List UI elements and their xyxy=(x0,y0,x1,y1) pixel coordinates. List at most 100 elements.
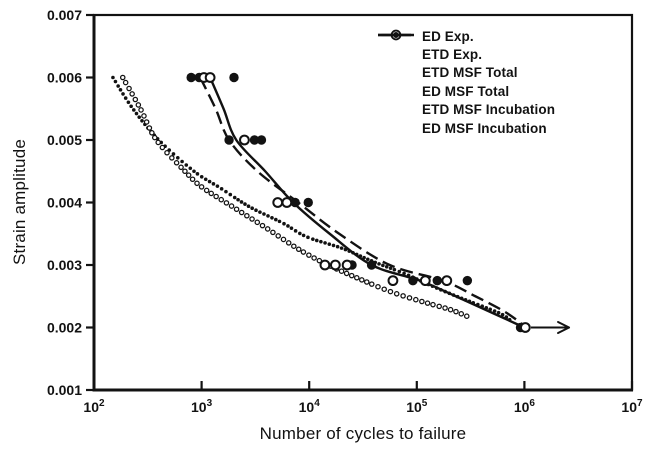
point-ed-exp xyxy=(229,72,239,83)
point-etd-exp xyxy=(239,134,250,146)
x-tick-label: 102 xyxy=(83,398,105,415)
curve-dot-ed-msf-incubation xyxy=(339,246,344,250)
curve-dot-etd-msf-incubation xyxy=(173,160,180,166)
curve-dot-ed-msf-incubation xyxy=(496,310,501,315)
curve-dot-ed-msf-incubation xyxy=(270,215,274,220)
curve-dot-etd-msf-incubation xyxy=(228,203,235,209)
curve-dot-etd-msf-incubation xyxy=(381,286,387,292)
legend-label: ED MSF Incubation xyxy=(422,120,547,136)
curve-dot-etd-msf-incubation xyxy=(203,187,210,194)
curve-dot-ed-msf-incubation xyxy=(402,271,406,276)
runout-arrow-head xyxy=(557,321,571,334)
curve-dot-etd-msf-incubation xyxy=(424,300,431,306)
curve-dot-ed-msf-incubation xyxy=(199,174,204,179)
legend-item-etd-msf-total: ETD MSF Total xyxy=(376,33,555,82)
curve-dot-etd-msf-incubation xyxy=(249,216,255,222)
point-etd-exp xyxy=(419,275,431,287)
point-ed-exp xyxy=(462,275,473,286)
curve-dot-ed-msf-incubation xyxy=(323,241,327,245)
curve-dot-ed-msf-incubation xyxy=(392,267,397,272)
curve-dot-etd-msf-incubation xyxy=(436,303,442,310)
curve-dot-ed-msf-incubation xyxy=(250,206,254,211)
curve-dot-etd-msf-incubation xyxy=(189,176,196,183)
curve-dot-etd-msf-incubation xyxy=(244,212,250,219)
curve-dot-etd-msf-incubation xyxy=(264,226,271,232)
curve-dot-etd-msf-incubation xyxy=(300,249,307,255)
curve-dot-ed-msf-incubation xyxy=(180,159,184,164)
curve-dot-etd-msf-incubation xyxy=(169,155,175,161)
curve-dot-etd-msf-incubation xyxy=(182,168,188,175)
legend-label: ETD MSF Incubation xyxy=(422,102,556,118)
curve-dot-etd-msf-incubation xyxy=(185,172,192,178)
curve-dot-ed-msf-incubation xyxy=(314,238,319,243)
curve-dot-etd-msf-incubation xyxy=(129,91,135,97)
curve-dot-ed-msf-incubation xyxy=(192,169,196,174)
x-axis-title: Number of cycles to failure xyxy=(259,424,467,443)
curve-dot-etd-msf-incubation xyxy=(442,305,448,311)
x-tick-label: 107 xyxy=(621,398,643,415)
curve-dot-etd-msf-incubation xyxy=(291,243,297,249)
curve-dot-etd-msf-incubation xyxy=(254,219,261,226)
curve-dot-ed-msf-incubation xyxy=(140,118,144,123)
curve-dot-ed-msf-incubation xyxy=(331,243,336,248)
point-etd-exp xyxy=(319,259,331,271)
curve-dot-etd-msf-incubation xyxy=(208,190,215,197)
curve-dot-ed-msf-incubation xyxy=(258,210,262,214)
curve-dot-etd-msf-incubation xyxy=(453,308,459,315)
curve-dot-ed-msf-incubation xyxy=(175,155,180,160)
curve-dot-ed-msf-incubation xyxy=(301,233,306,238)
curve-ed-msf-total xyxy=(199,76,528,329)
y-tick-label: 0.007 xyxy=(47,7,82,23)
x-tick-label: 105 xyxy=(406,398,428,415)
curve-dot-ed-msf-incubation xyxy=(207,179,212,184)
point-etd-exp xyxy=(204,72,216,83)
curve-dot-ed-msf-incubation xyxy=(195,172,200,176)
curve-dot-ed-msf-incubation xyxy=(277,219,282,224)
curve-dot-ed-msf-incubation xyxy=(111,75,115,80)
legend-item-etd-msf-incubation: ETD MSF Incubation xyxy=(376,32,556,119)
curve-dot-ed-msf-incubation xyxy=(388,266,393,271)
curve-dot-etd-msf-incubation xyxy=(141,113,147,119)
curve-dot-ed-msf-incubation xyxy=(219,187,224,191)
y-tick-label: 0.001 xyxy=(47,382,82,398)
point-ed-exp xyxy=(224,135,234,145)
curve-dot-ed-msf-incubation xyxy=(298,231,302,236)
curve-dot-etd-msf-incubation xyxy=(447,306,454,313)
curve-dot-etd-msf-incubation xyxy=(119,74,126,81)
legend-label: ETD MSF Total xyxy=(422,65,518,81)
curve-dot-etd-msf-incubation xyxy=(311,255,317,261)
curve-dot-ed-msf-incubation xyxy=(266,214,270,218)
curve-dot-ed-msf-incubation xyxy=(123,96,128,100)
point-etd-exp xyxy=(281,197,293,208)
curve-dot-ed-msf-incubation xyxy=(224,189,228,194)
legend-label: ETD Exp. xyxy=(422,47,483,63)
curve-dot-ed-msf-incubation xyxy=(137,115,142,119)
curve-dot-etd-msf-incubation xyxy=(151,134,158,141)
curve-dot-ed-msf-incubation xyxy=(327,242,332,246)
legend-item-ed-msf-total: ED MSF Total xyxy=(376,33,555,100)
curve-dot-ed-msf-incubation xyxy=(306,235,310,240)
curve-dot-etd-msf-incubation xyxy=(122,79,129,86)
curve-dot-ed-msf-incubation xyxy=(228,192,233,197)
curve-dot-ed-msf-incubation xyxy=(171,152,176,156)
point-ed-exp xyxy=(366,260,377,270)
curve-dot-ed-msf-incubation xyxy=(239,200,244,204)
curve-dot-etd-msf-incubation xyxy=(295,246,302,253)
curve-dot-ed-msf-incubation xyxy=(232,195,237,200)
curve-dot-etd-msf-incubation xyxy=(146,125,153,131)
curve-dot-ed-msf-incubation xyxy=(365,257,370,262)
curve-dot-ed-msf-incubation xyxy=(129,104,133,109)
curve-dot-ed-msf-incubation xyxy=(319,239,323,244)
curve-dot-etd-msf-incubation xyxy=(285,240,292,246)
point-ed-exp xyxy=(432,275,442,286)
curve-dot-ed-msf-incubation xyxy=(132,108,136,112)
curve-dot-ed-msf-incubation xyxy=(262,212,266,216)
curve-dot-etd-msf-incubation xyxy=(238,209,245,216)
curve-dot-etd-msf-incubation xyxy=(354,275,360,281)
point-ed-exp xyxy=(256,135,267,145)
curve-dot-ed-msf-incubation xyxy=(492,309,497,313)
curve-dot-etd-msf-incubation xyxy=(387,288,394,295)
y-tick-label: 0.005 xyxy=(47,132,82,148)
curve-dot-etd-msf-incubation xyxy=(413,296,419,303)
point-ed-exp xyxy=(186,72,196,83)
